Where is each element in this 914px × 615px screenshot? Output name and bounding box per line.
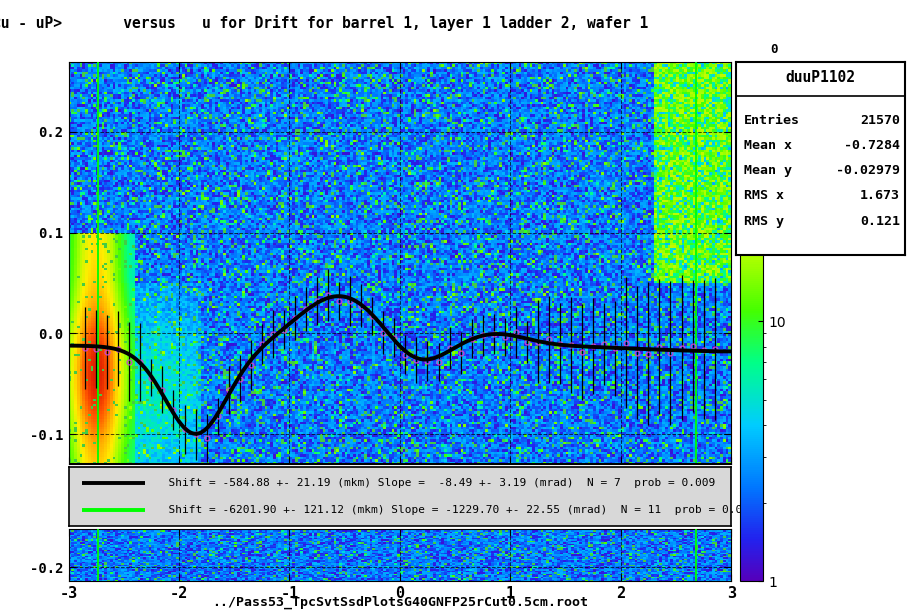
Text: ../Pass53_TpcSvtSsdPlotsG40GNFP25rCut0.5cm.root: ../Pass53_TpcSvtSsdPlotsG40GNFP25rCut0.5… bbox=[212, 595, 588, 609]
Text: duuP1102: duuP1102 bbox=[785, 71, 856, 85]
Text: RMS y: RMS y bbox=[744, 215, 784, 228]
Text: -0.7284: -0.7284 bbox=[844, 139, 899, 152]
Text: 0: 0 bbox=[770, 43, 778, 57]
Text: Mean y: Mean y bbox=[744, 164, 792, 177]
Text: <u - uP>       versus   u for Drift for barrel 1, layer 1 ladder 2, wafer 1: <u - uP> versus u for Drift for barrel 1… bbox=[0, 15, 648, 31]
Text: RMS x: RMS x bbox=[744, 189, 784, 202]
Text: Mean x: Mean x bbox=[744, 139, 792, 152]
Text: Shift = -584.88 +- 21.19 (mkm) Slope =  -8.49 +- 3.19 (mrad)  N = 7  prob = 0.00: Shift = -584.88 +- 21.19 (mkm) Slope = -… bbox=[154, 478, 715, 488]
Text: 21570: 21570 bbox=[860, 114, 899, 127]
Text: 1.673: 1.673 bbox=[860, 189, 899, 202]
Text: 0.121: 0.121 bbox=[860, 215, 899, 228]
Text: -0.02979: -0.02979 bbox=[835, 164, 899, 177]
Text: Shift = -6201.90 +- 121.12 (mkm) Slope = -1229.70 +- 22.55 (mrad)  N = 11  prob : Shift = -6201.90 +- 121.12 (mkm) Slope =… bbox=[154, 505, 756, 515]
Text: Entries: Entries bbox=[744, 114, 801, 127]
